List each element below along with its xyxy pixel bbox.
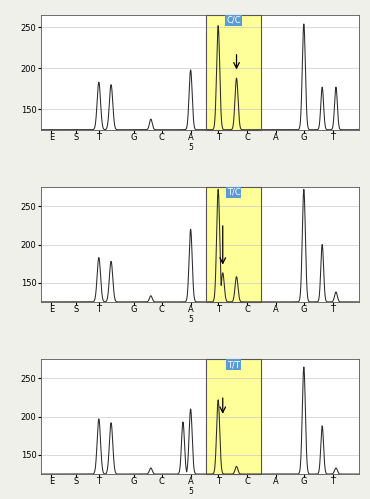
Bar [206,15,261,130]
Text: T/C: T/C [226,188,240,197]
Text: T/T: T/T [227,360,240,369]
Bar [206,187,261,302]
Text: 5: 5 [188,487,193,496]
Bar [206,359,261,474]
Bar [206,359,261,474]
Text: C/C: C/C [226,16,241,25]
Bar [206,187,261,302]
Bar [206,15,261,130]
Text: 5: 5 [188,315,193,324]
Text: 5: 5 [188,143,193,152]
